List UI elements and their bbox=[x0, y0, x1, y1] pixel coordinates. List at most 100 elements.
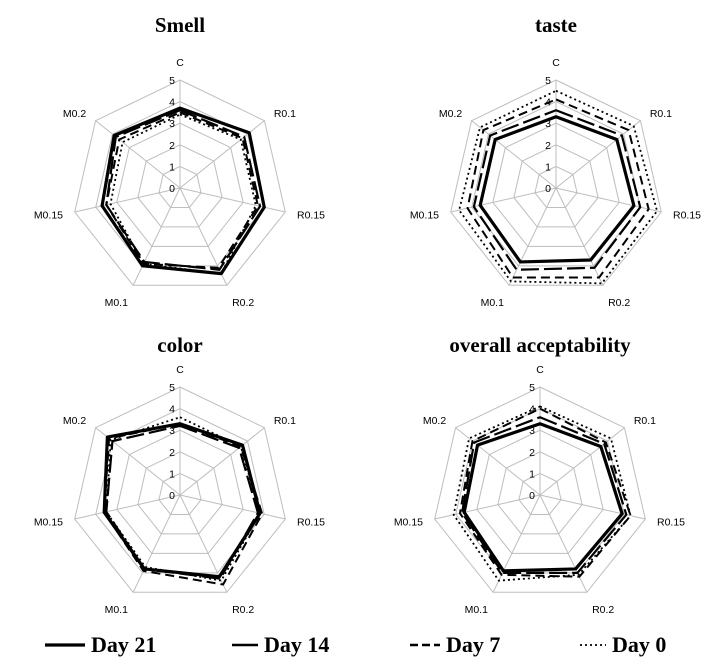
spoke bbox=[555, 187, 604, 286]
grid-ring-2 bbox=[497, 451, 583, 535]
grid-ring-5 bbox=[74, 79, 286, 286]
axis-label: R0.1 bbox=[650, 108, 672, 120]
radar-panel-3: overall acceptability 0 1 2 3 4 5C R0.1 R0.15 R0.… bbox=[394, 333, 685, 616]
spoke bbox=[179, 494, 286, 520]
spoke bbox=[471, 120, 557, 189]
spoke bbox=[179, 427, 265, 496]
tick-label: 2 bbox=[529, 447, 535, 459]
series-day-7 bbox=[105, 111, 259, 269]
axis-label: M0.1 bbox=[105, 297, 129, 309]
tick-label: 4 bbox=[169, 404, 175, 416]
tick-label: 2 bbox=[545, 140, 551, 152]
legend-label: Day 14 bbox=[264, 632, 329, 657]
grid-ring-1 bbox=[518, 472, 562, 515]
grid-ring-5 bbox=[450, 79, 662, 286]
radar-panel-2: color 0 1 2 3 4 5C R0.1 R0.15 R0.2 M0.1 M0.15 M0.2 bbox=[34, 333, 325, 616]
axis-label: R0.2 bbox=[232, 604, 254, 616]
series-day-7 bbox=[103, 422, 264, 586]
axis-label: R0.1 bbox=[274, 415, 296, 427]
series-day-14 bbox=[105, 424, 260, 580]
axis-label: R0.2 bbox=[608, 297, 630, 309]
spoke bbox=[74, 494, 181, 520]
legend-label: Day 7 bbox=[446, 632, 500, 657]
chart-title: color bbox=[157, 333, 202, 357]
axis-label: M0.2 bbox=[63, 108, 87, 120]
axis-label: M0.15 bbox=[410, 210, 439, 222]
axis-label: M0.15 bbox=[394, 517, 423, 529]
axis-label: C bbox=[176, 364, 184, 376]
spoke bbox=[434, 494, 541, 520]
tick-label: 5 bbox=[169, 75, 175, 87]
grid-ring-2 bbox=[137, 144, 223, 228]
axis-label: M0.15 bbox=[34, 517, 63, 529]
axis-label: M0.2 bbox=[439, 108, 463, 120]
tick-label: 3 bbox=[169, 425, 175, 437]
tick-label: 3 bbox=[529, 425, 535, 437]
spoke bbox=[74, 187, 181, 213]
axis-label: M0.1 bbox=[465, 604, 489, 616]
tick-label: 3 bbox=[545, 118, 551, 130]
axis-label: C bbox=[552, 57, 560, 69]
spoke bbox=[508, 187, 557, 286]
axis-label: M0.2 bbox=[423, 415, 447, 427]
grid-ring-5 bbox=[434, 386, 646, 593]
spoke bbox=[539, 427, 625, 496]
axis-label: C bbox=[176, 57, 184, 69]
legend: Day 21 Day 14 Day 7 Day 0 bbox=[45, 632, 666, 657]
series-day-0 bbox=[109, 113, 257, 275]
series-day-14 bbox=[460, 416, 628, 574]
axis-label: R0.1 bbox=[634, 415, 656, 427]
grid-ring-1 bbox=[534, 165, 578, 208]
series-day-14 bbox=[105, 109, 262, 271]
legend-label: Day 21 bbox=[91, 632, 156, 657]
axis-label: C bbox=[536, 364, 544, 376]
tick-label: 5 bbox=[545, 75, 551, 87]
grid-ring-3 bbox=[116, 429, 244, 554]
grid-ring-5 bbox=[74, 386, 286, 593]
tick-label: 0 bbox=[529, 490, 535, 502]
series-day-7 bbox=[458, 407, 632, 578]
axis-label: R0.2 bbox=[232, 297, 254, 309]
tick-label: 4 bbox=[169, 97, 175, 109]
axis-label: M0.1 bbox=[481, 297, 505, 309]
axis-label: R0.2 bbox=[592, 604, 614, 616]
grid-ring-1 bbox=[158, 472, 202, 515]
spoke bbox=[179, 187, 286, 213]
spoke bbox=[555, 187, 662, 213]
spoke bbox=[132, 187, 181, 286]
grid-ring-4 bbox=[471, 101, 641, 267]
chart-title: Smell bbox=[155, 13, 205, 37]
spoke bbox=[132, 494, 181, 593]
grid-ring-3 bbox=[476, 429, 604, 554]
tick-label: 3 bbox=[169, 118, 175, 130]
axis-label: R0.15 bbox=[673, 210, 701, 222]
spoke bbox=[492, 494, 541, 593]
tick-label: 2 bbox=[169, 140, 175, 152]
chart-title: taste bbox=[535, 13, 577, 37]
tick-label: 1 bbox=[529, 468, 535, 480]
tick-label: 1 bbox=[169, 161, 175, 173]
series-day-14 bbox=[472, 109, 642, 271]
tick-label: 2 bbox=[169, 447, 175, 459]
grid-ring-1 bbox=[158, 165, 202, 208]
tick-label: 5 bbox=[169, 382, 175, 394]
series-day-21 bbox=[100, 106, 266, 276]
grid-ring-2 bbox=[513, 144, 599, 228]
spoke bbox=[95, 120, 181, 189]
tick-label: 0 bbox=[169, 490, 175, 502]
tick-label: 4 bbox=[529, 404, 535, 416]
series-day-0 bbox=[458, 89, 658, 285]
axis-label: R0.1 bbox=[274, 108, 296, 120]
tick-label: 1 bbox=[545, 161, 551, 173]
series-day-21 bbox=[462, 422, 624, 573]
axis-label: R0.15 bbox=[657, 517, 685, 529]
grid-ring-3 bbox=[492, 122, 620, 247]
spoke bbox=[555, 120, 641, 189]
tick-label: 0 bbox=[545, 183, 551, 195]
tick-label: 5 bbox=[529, 382, 535, 394]
radar-panel-0: Smell 0 1 2 3 4 5C R0.1 R0.15 R0.2 M0.1 M0.15 M0.2 bbox=[34, 13, 325, 309]
series-day-7 bbox=[466, 98, 650, 279]
tick-label: 1 bbox=[169, 468, 175, 480]
